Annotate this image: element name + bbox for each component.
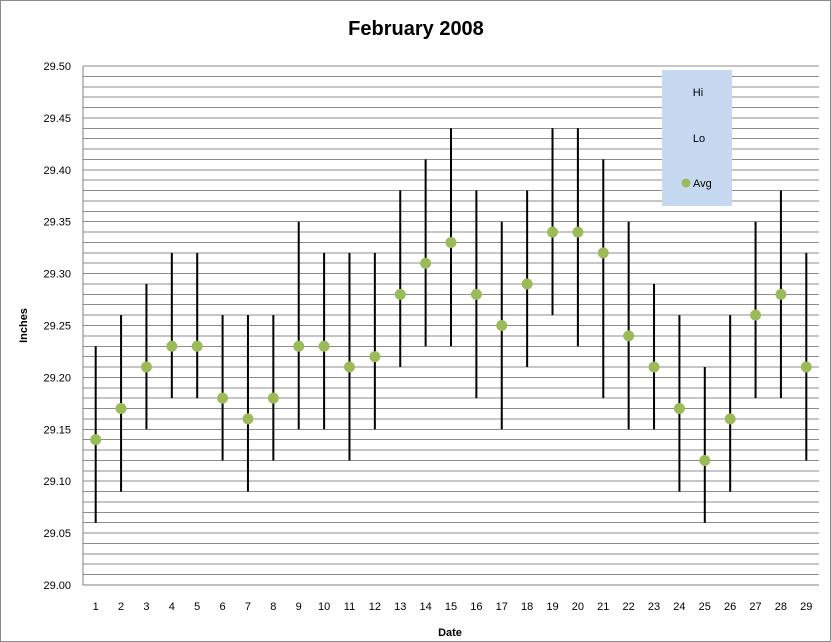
avg-point [191,340,203,352]
avg-point [521,278,533,290]
chart-title: February 2008 [348,18,484,40]
avg-markers [90,226,812,466]
avg-point [90,434,102,446]
x-tick-label: 19 [546,601,558,613]
legend-lo: Lo [693,133,705,145]
x-tick-label: 13 [394,601,406,613]
x-tick-label: 26 [724,601,736,613]
y-axis-ticks: 29.00 29.05 29.10 29.15 29.20 29.25 29.30 29.35… [43,61,71,592]
legend-hi: Hi [693,87,703,99]
x-tick-label: 16 [470,601,482,613]
y-tick-label: 29.00 [43,580,71,592]
avg-point [623,330,635,342]
avg-point [724,413,736,425]
x-tick-label: 3 [143,601,149,613]
x-tick-label: 23 [648,601,660,613]
x-tick-label: 24 [673,601,685,613]
x-tick-label: 22 [623,601,635,613]
avg-point [369,351,381,363]
avg-point [673,403,685,415]
x-tick-label: 29 [800,601,812,613]
x-axis-label: Date [438,627,462,639]
x-tick-label: 6 [220,601,226,613]
avg-point [217,392,229,404]
y-axis-label: Inches [18,308,30,343]
avg-point [445,236,457,248]
x-tick-label: 12 [369,601,381,613]
y-tick-label: 29.20 [43,372,71,384]
avg-point [547,226,559,238]
x-tick-label: 25 [699,601,711,613]
y-tick-label: 29.35 [43,217,71,229]
legend-box [662,70,732,206]
y-tick-label: 29.05 [43,528,71,540]
legend-avg: Avg [693,178,712,190]
legend: Hi Lo Avg [662,70,732,206]
x-axis-ticks: 1 2 3 4 5 6 7 8 9 10 11 12 13 14 15 16 17 18 19 20 21 22 23 24 2… [93,601,813,613]
x-tick-label: 14 [419,601,431,613]
avg-point [242,413,254,425]
avg-point [343,361,355,373]
x-tick-label: 17 [496,601,508,613]
x-tick-label: 1 [93,601,99,613]
x-tick-label: 4 [169,601,175,613]
avg-point [775,288,787,300]
y-tick-label: 29.25 [43,321,71,333]
avg-point [750,309,762,321]
x-tick-label: 20 [572,601,584,613]
x-tick-label: 8 [270,601,276,613]
y-tick-label: 29.45 [43,113,71,125]
legend-avg-marker [681,178,691,188]
avg-point [420,257,432,269]
x-tick-label: 7 [245,601,251,613]
avg-point [699,454,711,466]
y-tick-label: 29.30 [43,269,71,281]
avg-point [648,361,660,373]
x-tick-label: 2 [118,601,124,613]
avg-point [166,340,178,352]
x-tick-label: 10 [318,601,330,613]
y-tick-label: 29.50 [43,61,71,73]
avg-point [318,340,330,352]
x-tick-label: 21 [597,601,609,613]
x-tick-label: 27 [749,601,761,613]
y-tick-label: 29.15 [43,424,71,436]
x-tick-label: 18 [521,601,533,613]
avg-point [140,361,152,373]
avg-point [572,226,584,238]
x-tick-label: 28 [775,601,787,613]
avg-point [394,288,406,300]
avg-point [597,247,609,259]
avg-point [800,361,812,373]
avg-point [267,392,279,404]
x-tick-label: 15 [445,601,457,613]
avg-point [470,288,482,300]
x-tick-label: 5 [194,601,200,613]
y-tick-label: 29.40 [43,165,71,177]
x-tick-label: 9 [296,601,302,613]
y-tick-label: 29.10 [43,476,71,488]
avg-point [293,340,305,352]
avg-point [115,403,127,415]
x-tick-label: 11 [344,601,355,613]
avg-point [496,320,508,331]
